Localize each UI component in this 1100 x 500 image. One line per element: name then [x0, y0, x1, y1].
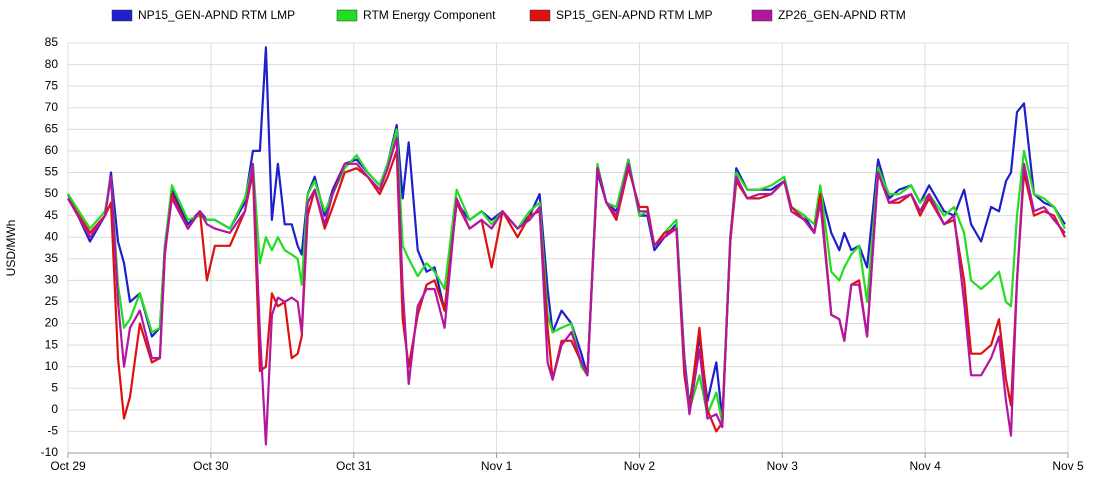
legend-swatch	[751, 9, 773, 22]
y-tick-label: 60	[45, 143, 59, 157]
y-tick-label: 45	[45, 208, 59, 222]
x-tick-label: Nov 4	[909, 459, 941, 473]
y-tick-label: 50	[45, 186, 59, 200]
x-tick-label: Nov 1	[481, 459, 513, 473]
x-tick-label: Nov 3	[767, 459, 799, 473]
legend-swatch	[111, 9, 133, 22]
series-line	[67, 46, 1066, 420]
y-tick-label: 35	[45, 251, 59, 265]
y-axis-label: USD/MWh	[4, 220, 18, 277]
y-tick-label: 20	[45, 316, 59, 330]
x-tick-label: Nov 5	[1052, 459, 1084, 473]
x-tick-label: Nov 2	[624, 459, 656, 473]
legend-label: SP15_GEN-APND RTM LMP	[556, 8, 713, 22]
y-tick-label: 30	[45, 273, 59, 287]
series-line	[67, 136, 1066, 446]
legend-swatch	[529, 9, 551, 22]
legend-label: NP15_GEN-APND RTM LMP	[138, 8, 295, 22]
y-tick-label: 0	[51, 402, 58, 416]
y-tick-label: 70	[45, 100, 59, 114]
y-tick-label: -5	[47, 424, 58, 438]
series-line	[67, 128, 1066, 424]
y-tick-label: 65	[45, 121, 59, 135]
y-tick-label: 15	[45, 337, 59, 351]
y-tick-label: 85	[45, 35, 59, 49]
legend-label: ZP26_GEN-APND RTM	[778, 8, 906, 22]
x-tick-label: Oct 30	[193, 459, 229, 473]
y-tick-label: 5	[51, 380, 58, 394]
y-tick-label: -10	[41, 445, 59, 459]
y-tick-label: 75	[45, 78, 59, 92]
y-tick-label: 80	[45, 57, 59, 71]
legend-swatch	[336, 9, 358, 22]
y-tick-label: 40	[45, 229, 59, 243]
x-tick-label: Oct 29	[50, 459, 86, 473]
x-tick-label: Oct 31	[336, 459, 372, 473]
y-tick-label: 10	[45, 359, 59, 373]
legend-label: RTM Energy Component	[363, 8, 496, 22]
y-tick-label: 25	[45, 294, 59, 308]
y-tick-label: 55	[45, 165, 59, 179]
